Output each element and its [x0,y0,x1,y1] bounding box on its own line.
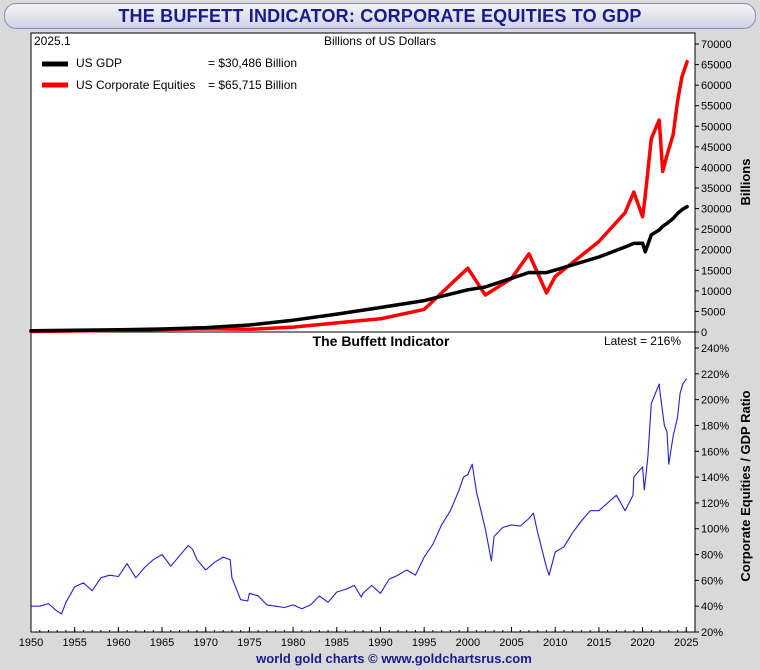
bottom-y-tick-label: 20% [701,627,723,639]
x-tick-label: 2000 [456,637,480,649]
top-y-tick-label: 0 [701,327,707,339]
latest-annotation: Latest = 216% [604,334,681,348]
bottom-y-tick-label: 220% [701,369,729,381]
bottom-y-tick-label: 140% [701,472,729,484]
top-y-tick-label: 35000 [701,183,732,195]
legend-label-equities: US Corporate Equities [76,78,195,92]
top-y-tick-label: 40000 [701,162,732,174]
x-tick-label: 2005 [499,637,523,649]
top-y-tick-label: 25000 [701,224,732,236]
top-y-axis-title: Billions [738,159,753,206]
x-tick-label: 1955 [62,637,86,649]
x-tick-label: 2010 [543,637,567,649]
top-y-tick-label: 30000 [701,204,732,216]
series-layer [29,59,689,615]
top-y-tick-label: 15000 [701,265,732,277]
top-y-tick-label: 60000 [701,80,732,92]
top-panel-title: Billions of US Dollars [324,34,436,48]
bottom-panel-title: The Buffett Indicator [313,333,450,349]
series-line-us-gdp [29,204,689,333]
top-y-ticks: 0 5000 10000 15000 20000 25000 30000 35000 40000… [695,39,732,339]
x-tick-label: 1965 [150,637,174,649]
x-tick-label: 1960 [106,637,130,649]
top-corner-label: 2025.1 [34,34,71,48]
x-tick-label: 2015 [587,637,611,649]
footer-credit: world gold charts © www.goldchartsrus.co… [255,651,532,666]
bottom-y-tick-label: 160% [701,446,729,458]
bottom-y-tick-label: 240% [701,343,729,355]
x-tick-label: 2025 [674,637,698,649]
bottom-y-tick-label: 40% [701,601,723,613]
x-tick-label: 1990 [368,637,392,649]
x-tick-label: 1985 [325,637,349,649]
legend-label-gdp: US GDP [76,56,122,70]
top-y-tick-label: 55000 [701,101,732,113]
bottom-y-tick-label: 100% [701,524,729,536]
bottom-y-tick-label: 80% [701,550,723,562]
top-y-tick-label: 65000 [701,60,732,72]
x-tick-label: 1970 [193,637,217,649]
series-line-us-corporate-equities [29,59,689,334]
bottom-y-tick-label: 60% [701,575,723,587]
top-y-tick-label: 50000 [701,121,732,133]
page-title: THE BUFFETT INDICATOR: CORPORATE EQUITIE… [4,3,756,29]
top-y-tick-label: 70000 [701,39,732,51]
bottom-y-tick-label: 200% [701,395,729,407]
bottom-y-axis-title: Corporate Equities / GDP Ratio [738,390,753,581]
top-y-tick-label: 20000 [701,245,732,257]
top-y-tick-label: 10000 [701,286,732,298]
series-line-buffett-indicator [31,378,688,615]
x-tick-label: 1980 [281,637,305,649]
legend: US GDP = $30,486 Billion US Corporate Eq… [42,56,297,92]
bottom-y-ticks: 20% 40% 60% 80% 100% 120% 140% 160% 180% 200% 220%… [695,343,729,639]
x-ticks: 1950 1955 1960 1965 1970 1975 1980 1985 1990 1995… [19,627,699,649]
x-tick-label: 2020 [630,637,654,649]
top-y-tick-label: 45000 [701,142,732,154]
legend-value-equities: = $65,715 Billion [208,78,297,92]
x-tick-label: 1975 [237,637,261,649]
bottom-y-tick-label: 120% [701,498,729,510]
bottom-y-tick-label: 180% [701,420,729,432]
top-y-tick-label: 5000 [701,306,725,318]
x-tick-label: 1950 [19,637,43,649]
x-tick-label: 1995 [412,637,436,649]
legend-value-gdp: = $30,486 Billion [208,56,297,70]
